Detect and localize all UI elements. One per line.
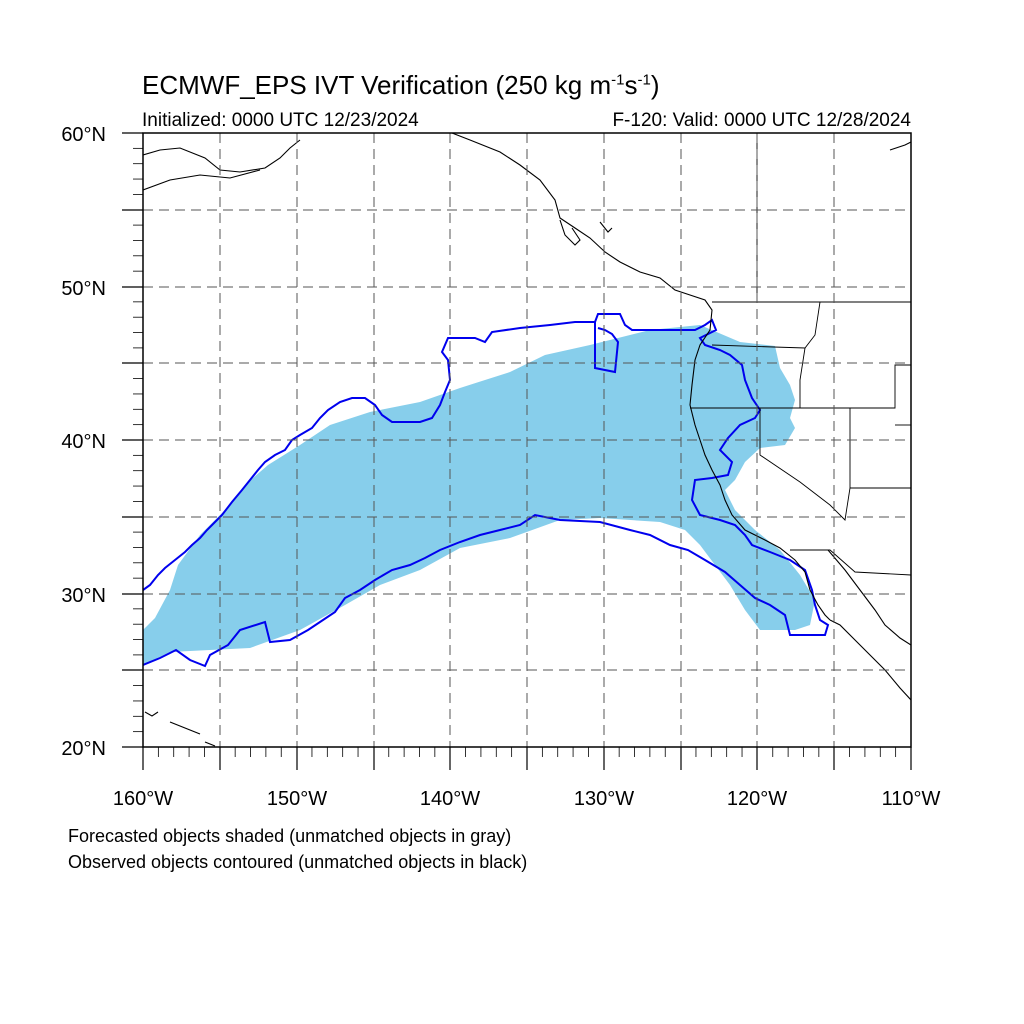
lat-label-20n: 20°N [61,738,106,760]
lat-lon-grid [143,133,911,747]
chart-title: ECMWF_EPS IVT Verification (250 kg m-1s-… [142,70,660,100]
initialized-label: Initialized: 0000 UTC 12/23/2024 [142,110,419,131]
legend-forecast-text: Forecasted objects shaded (unmatched obj… [68,826,512,846]
lat-label-50n: 50°N [61,278,106,300]
lon-label-150w: 150°W [267,788,327,810]
lat-label-30n: 30°N [61,585,106,607]
coastlines [143,133,911,747]
lon-label-110w: 110°W [882,788,941,810]
observed-object-contour [143,313,830,668]
lat-label-40n: 40°N [61,431,106,453]
lat-label-60n: 60°N [61,124,106,146]
lon-label-120w: 120°W [727,788,787,810]
major-ticks [122,132,912,770]
legend-observed-text: Observed objects contoured (unmatched ob… [68,852,528,872]
valid-label: F-120: Valid: 0000 UTC 12/28/2024 [612,110,911,131]
lon-axis-labels: 160°W 150°W 140°W 130°W 120°W 110°W [113,788,941,810]
lon-label-130w: 130°W [574,788,634,810]
lon-label-160w: 160°W [113,788,173,810]
lon-label-140w: 140°W [420,788,480,810]
observed-object-small [594,322,620,374]
minor-ticks [133,147,897,757]
forecast-object [143,325,815,665]
lat-axis-labels: 60°N 50°N 40°N 30°N 20°N [61,124,106,760]
